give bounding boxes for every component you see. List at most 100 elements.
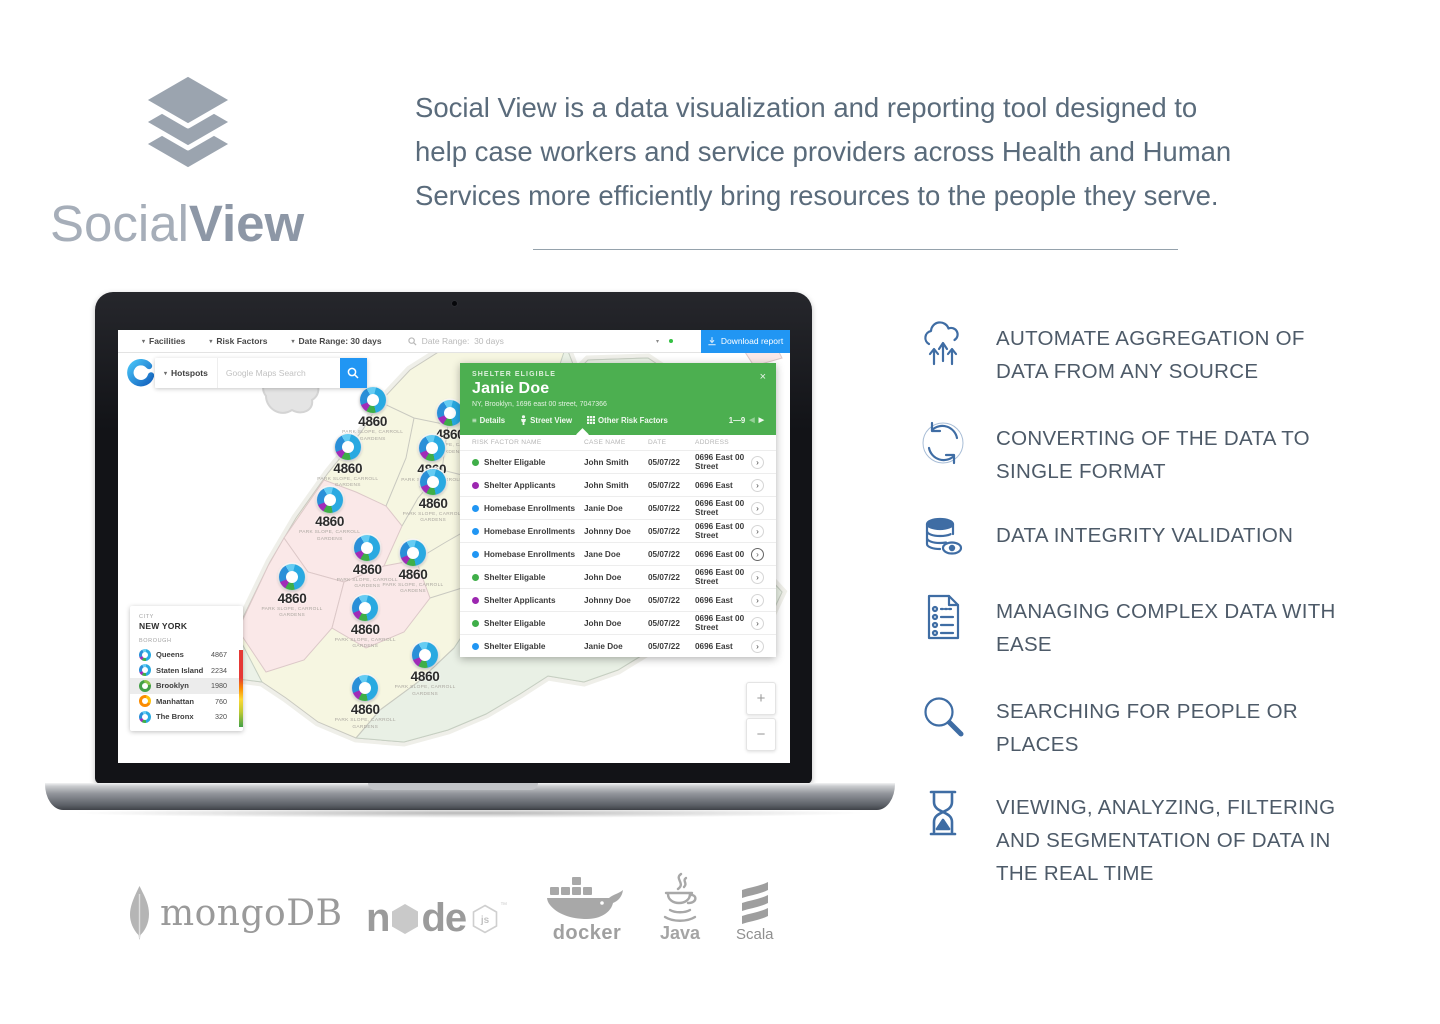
chevron-down-icon: ▾	[291, 338, 295, 345]
tab-other-risk-factors-label: Other Risk Factors	[598, 415, 668, 425]
previous-page-icon[interactable]: ◀	[749, 417, 755, 424]
row-expand-button[interactable]: ›	[751, 524, 764, 538]
marker-value: 4860	[333, 460, 363, 476]
next-page-icon[interactable]: ▶	[758, 417, 764, 424]
marker-donut-chart	[316, 487, 343, 514]
row-expand-button[interactable]: ›	[751, 478, 764, 492]
app-swoosh-logo-icon	[127, 359, 154, 387]
risk-factor-dot	[472, 481, 479, 489]
map-search-button[interactable]	[339, 358, 367, 388]
row-expand-button[interactable]: ›	[751, 616, 764, 630]
marker-value: 4860	[277, 590, 307, 606]
legend-borough-row[interactable]: Queens 4867	[130, 647, 243, 663]
risk-factor-name: Shelter Eligable	[484, 572, 546, 582]
map-marker[interactable]: 4860 PARK SLOPE, CARROLL GARDENS	[298, 433, 398, 490]
docker-whale-icon	[547, 877, 623, 919]
toolbar-search-input[interactable]	[421, 336, 622, 346]
legend-borough-row[interactable]: Brooklyn 1980	[130, 678, 243, 694]
node-js-text: js	[480, 915, 490, 926]
legend-borough-row[interactable]: Staten Island 2234	[130, 663, 243, 679]
hotspots-dropdown[interactable]: ▾ Hotspots	[155, 358, 218, 388]
pagination: 1—9 ◀ ▶	[729, 416, 764, 425]
table-row[interactable]: Homebase Enrollments Janie Doe 05/07/22 …	[460, 496, 776, 519]
brand-name-view: View	[188, 195, 305, 252]
feature-searching: SEARCHING FOR PEOPLE OR PLACES	[920, 693, 1410, 761]
map-marker[interactable]: 4860 PARK SLOPE, CARROLL GARDENS	[242, 563, 342, 620]
row-expand-button[interactable]: ›	[751, 547, 764, 561]
marker-value: 4860	[350, 702, 380, 718]
table-row[interactable]: Homebase Enrollments Jane Doe 05/07/22 0…	[460, 542, 776, 565]
close-icon[interactable]: ×	[759, 371, 766, 383]
google-maps-search-input[interactable]	[217, 368, 340, 378]
table-row[interactable]: Shelter Applicants Johnny Doe 05/07/22 0…	[460, 588, 776, 611]
node-letters-de: de	[421, 896, 467, 940]
chevron-down-icon[interactable]: ▾	[655, 338, 659, 345]
tab-other-risk-factors[interactable]: Other Risk Factors	[587, 416, 668, 425]
map-marker[interactable]: 4860 PARK SLOPE, CARROLL GARDENS	[280, 487, 380, 543]
table-row[interactable]: Shelter Eligable John Doe 05/07/22 0696 …	[460, 565, 776, 588]
row-expand-button[interactable]: ›	[751, 593, 764, 607]
risk-factor-name: Shelter Eligable	[484, 641, 546, 651]
scala-logo: Scala	[736, 882, 774, 943]
risk-factor-dot	[472, 573, 479, 581]
map-marker[interactable]: 4860 PARK SLOPE, CARROLL GARDENS	[363, 539, 463, 596]
row-expand-button[interactable]: ›	[751, 639, 764, 653]
date-value: 05/07/22	[648, 457, 680, 467]
zoom-out-button[interactable]: −	[746, 718, 776, 751]
tab-details[interactable]: ≡ Details	[472, 416, 505, 425]
row-expand-button[interactable]: ›	[751, 570, 764, 584]
facilities-label: Facilities	[149, 336, 186, 346]
risk-factors-dropdown[interactable]: ▾ Risk Factors	[209, 336, 267, 346]
marker-donut-chart	[359, 387, 386, 414]
column-date: DATE	[648, 439, 667, 446]
address-value: 0696 East	[695, 480, 733, 490]
person-address: NY, Brooklyn, 1696 east 00 street, 70473…	[472, 401, 607, 408]
address-value: 0696 East	[695, 595, 733, 605]
map-marker[interactable]: 4860 PARK SLOPE, CARROLL GARDENS	[383, 468, 483, 525]
download-report-button[interactable]: Download report	[701, 330, 790, 353]
map-marker[interactable]: 4860 PARK SLOPE, CARROLL GARDENS	[375, 642, 475, 698]
facilities-dropdown[interactable]: ▾ Facilities	[142, 336, 185, 346]
toolbar-search	[407, 336, 656, 346]
row-expand-button[interactable]: ›	[751, 455, 764, 469]
status-badge: SHELTER ELIGIBLE	[472, 371, 556, 378]
case-name: Jane Doe	[584, 549, 621, 559]
borough-donut-icon	[139, 648, 151, 661]
marker-sublabel: PARK SLOPE, CARROLL GARDENS	[342, 430, 404, 442]
legend-borough-row[interactable]: Manhattan 760	[130, 694, 243, 710]
row-expand-button[interactable]: ›	[751, 501, 764, 515]
marker-sublabel: PARK SLOPE, CARROLL GARDENS	[419, 443, 481, 455]
date-range-label: Date Range: 30 days	[298, 336, 382, 346]
chevron-down-icon: ▾	[142, 338, 146, 345]
date-range-dropdown[interactable]: ▾ Date Range: 30 days	[291, 336, 381, 346]
marker-sublabel: PARK SLOPE, CARROLL GARDENS	[336, 577, 398, 590]
laptop-notch	[368, 783, 538, 790]
legend-borough-row[interactable]: The Bronx 320	[130, 709, 243, 725]
map-marker[interactable]: 4860 PARK SLOPE, CARROLL GARDENS	[400, 400, 500, 456]
table-row[interactable]: Homebase Enrollments Johnny Doe 05/07/22…	[460, 519, 776, 542]
marker-donut-chart	[400, 539, 426, 566]
table-row[interactable]: Shelter Eligable Janie Doe 05/07/22 0696…	[460, 634, 776, 657]
table-row[interactable]: Shelter Eligable John Doe 05/07/22 0696 …	[460, 611, 776, 634]
map-marker[interactable]: 4860 PARK SLOPE, CARROLL GARDENS	[315, 594, 415, 651]
marker-value: 4860	[435, 427, 465, 443]
map-marker[interactable]: 4860 PARK SLOPE, CARROLL GARDENS	[317, 534, 417, 591]
case-name: Johnny Doe	[584, 526, 631, 536]
feature-converting: CONVERTING OF THE DATA TO SINGLE FORMAT	[920, 420, 1410, 488]
table-row[interactable]: Shelter Applicants John Smith 05/07/22 0…	[460, 473, 776, 496]
map-zoom-controls: + −	[746, 682, 776, 754]
borough-name: Manhattan	[156, 696, 194, 706]
grid-icon	[587, 416, 596, 424]
address-value: 0696 East 00 Street	[695, 453, 745, 471]
map-marker[interactable]: 4860 PARK SLOPE, CARROLL GARDENS	[315, 675, 415, 731]
table-row[interactable]: Shelter Eligable John Smith 05/07/22 069…	[460, 450, 776, 473]
laptop-camera	[451, 301, 457, 306]
borough-count: 320	[215, 712, 227, 722]
zoom-in-button[interactable]: +	[746, 682, 776, 715]
feature-text: CONVERTING OF THE DATA TO SINGLE FORMAT	[996, 427, 1310, 483]
list-icon: ≡	[472, 415, 477, 425]
database-validation-icon	[925, 517, 963, 555]
tab-street-view[interactable]: Street View	[520, 415, 572, 425]
map-marker[interactable]: 4860 PARK SLOPE, CARROLL GARDENS	[323, 387, 423, 443]
borough-count: 4867	[211, 650, 227, 660]
